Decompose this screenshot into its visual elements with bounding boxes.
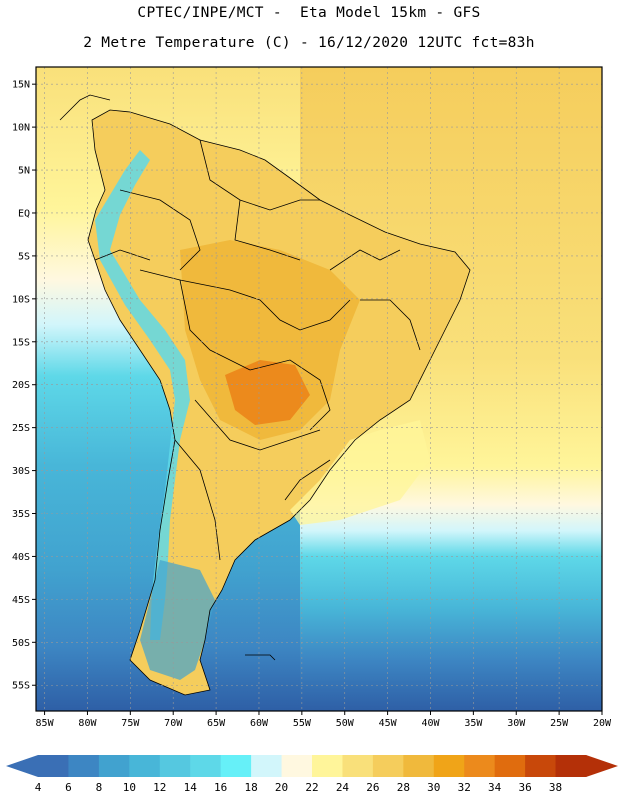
hot-interior bbox=[180, 240, 360, 440]
map-field bbox=[36, 67, 602, 711]
colorbar-tick-label: 10 bbox=[123, 781, 136, 794]
colorbar-tick-label: 38 bbox=[549, 781, 562, 794]
lat-label: 40S bbox=[12, 552, 30, 563]
colorbar-tick-label: 12 bbox=[153, 781, 166, 794]
colorbar-tick-label: 18 bbox=[244, 781, 257, 794]
lon-label: 65W bbox=[207, 718, 226, 729]
lat-label: 25S bbox=[12, 423, 30, 434]
colorbar-tick-label: 20 bbox=[275, 781, 288, 794]
longitude-labels: 85W 80W 75W 70W 65W 60W 55W 50W 45W 40W 35W 30W 25W 2… bbox=[36, 711, 612, 729]
lon-label: 40W bbox=[421, 718, 440, 729]
lon-label: 55W bbox=[293, 718, 312, 729]
colorbar-tick-label: 32 bbox=[458, 781, 471, 794]
lat-label: 55S bbox=[12, 681, 30, 692]
colorbar-swatch bbox=[464, 755, 496, 777]
colorbar-swatch bbox=[38, 755, 69, 777]
lon-label: 80W bbox=[78, 718, 97, 729]
graticule bbox=[36, 67, 602, 711]
lat-label: EQ bbox=[18, 208, 30, 219]
lon-label: 75W bbox=[121, 718, 140, 729]
map-title: CPTEC/INPE/MCT - Eta Model 15km - GFS bbox=[137, 5, 481, 21]
lon-label: 30W bbox=[507, 718, 526, 729]
colorbar-swatch bbox=[129, 755, 161, 777]
colorbar-tick-label: 22 bbox=[305, 781, 318, 794]
colorbar-swatch bbox=[494, 755, 526, 777]
colorbar-tick-label: 28 bbox=[397, 781, 410, 794]
colorbar-tick-label: 30 bbox=[427, 781, 440, 794]
lat-label: 35S bbox=[12, 509, 30, 520]
colorbar-swatch bbox=[159, 755, 191, 777]
lat-label: 30S bbox=[12, 466, 30, 477]
colorbar-tick-label: 26 bbox=[366, 781, 379, 794]
colorbar-swatch bbox=[98, 755, 130, 777]
lat-label: 45S bbox=[12, 595, 30, 606]
lon-label: 45W bbox=[379, 718, 398, 729]
colorbar-tick-label: 4 bbox=[35, 781, 42, 794]
lat-label: 10N bbox=[12, 123, 30, 134]
lat-label: 15S bbox=[12, 337, 30, 348]
colorbar-swatch bbox=[190, 755, 222, 777]
patagonia-cool bbox=[140, 560, 215, 680]
colorbar-swatch bbox=[312, 755, 343, 777]
colorbar-tick-label: 8 bbox=[96, 781, 103, 794]
colorbar-tick-label: 14 bbox=[184, 781, 198, 794]
colorbar-high-arrow bbox=[586, 755, 618, 777]
lon-label: 85W bbox=[36, 718, 55, 729]
colorbar: 4 6 8 10 12 14 16 18 20 22 24 26 28 30 32 34 36 38 bbox=[6, 755, 618, 794]
lat-label: 20S bbox=[12, 380, 30, 391]
colorbar-swatch bbox=[525, 755, 557, 777]
colorbar-tick-label: 16 bbox=[214, 781, 227, 794]
lon-label: 70W bbox=[164, 718, 183, 729]
country-borders bbox=[59, 94, 471, 696]
colorbar-swatch bbox=[281, 755, 313, 777]
map-subtitle: 2 Metre Temperature (C) - 16/12/2020 12U… bbox=[83, 35, 535, 51]
lat-label: 15N bbox=[12, 80, 30, 91]
colorbar-low-arrow bbox=[6, 755, 38, 777]
colorbar-swatch bbox=[403, 755, 435, 777]
andes-cool-strip bbox=[95, 150, 190, 640]
lon-label: 60W bbox=[250, 718, 269, 729]
colorbar-swatch bbox=[220, 755, 252, 777]
colorbar-swatch bbox=[251, 755, 283, 777]
lat-label: 10S bbox=[12, 294, 30, 305]
lon-label: 50W bbox=[336, 718, 355, 729]
colorbar-tick-label: 36 bbox=[518, 781, 531, 794]
lon-label: 25W bbox=[550, 718, 569, 729]
map-frame bbox=[35, 66, 603, 712]
colorbar-swatch bbox=[555, 755, 587, 777]
hottest-core bbox=[225, 360, 310, 425]
lon-label: 20W bbox=[593, 718, 612, 729]
colorbar-swatch bbox=[342, 755, 374, 777]
colorbar-swatch bbox=[433, 755, 465, 777]
colorbar-tick-label: 24 bbox=[336, 781, 350, 794]
lon-label: 35W bbox=[464, 718, 483, 729]
lat-label: 5N bbox=[18, 166, 30, 177]
latitude-labels: 15N 10N 5N EQ 5S 10S 15S 20S 25S 30S 35S 40S 45S 50S 5… bbox=[12, 80, 36, 692]
colorbar-swatch bbox=[68, 755, 100, 777]
colorbar-swatch bbox=[372, 755, 404, 777]
lat-label: 50S bbox=[12, 638, 30, 649]
colorbar-tick-label: 34 bbox=[488, 781, 502, 794]
lat-label: 5S bbox=[18, 251, 30, 262]
coastal-belt bbox=[290, 420, 430, 525]
colorbar-tick-label: 6 bbox=[65, 781, 72, 794]
